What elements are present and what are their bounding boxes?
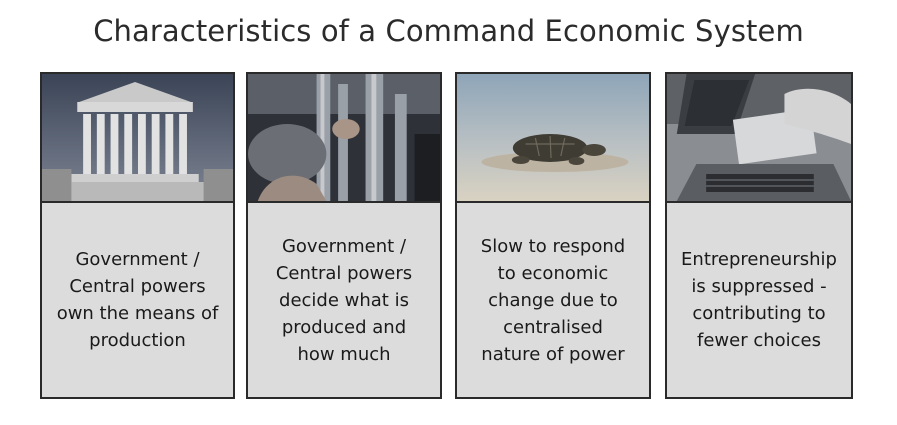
characteristic-card-2: Government / Central powers decide what … bbox=[246, 72, 442, 399]
courthouse-columns-photo bbox=[42, 74, 233, 203]
characteristic-text-1: Government / Central powers own the mean… bbox=[56, 249, 219, 351]
characteristic-text-2: Government / Central powers decide what … bbox=[275, 235, 413, 365]
characteristic-card-1: Government / Central powers own the mean… bbox=[40, 72, 235, 399]
characteristic-text-3: Slow to respond to economic change due t… bbox=[480, 235, 626, 365]
characteristic-text-4: Entrepreneurship is suppressed - contrib… bbox=[681, 249, 837, 351]
factory-worker-photo bbox=[248, 74, 440, 203]
laptop-desk-photo bbox=[667, 74, 851, 203]
characteristic-card-4: Entrepreneurship is suppressed - contrib… bbox=[665, 72, 853, 399]
page-title: Characteristics of a Command Economic Sy… bbox=[93, 14, 804, 48]
turtle-photo bbox=[457, 74, 649, 203]
characteristic-card-3: Slow to respond to economic change due t… bbox=[455, 72, 651, 399]
